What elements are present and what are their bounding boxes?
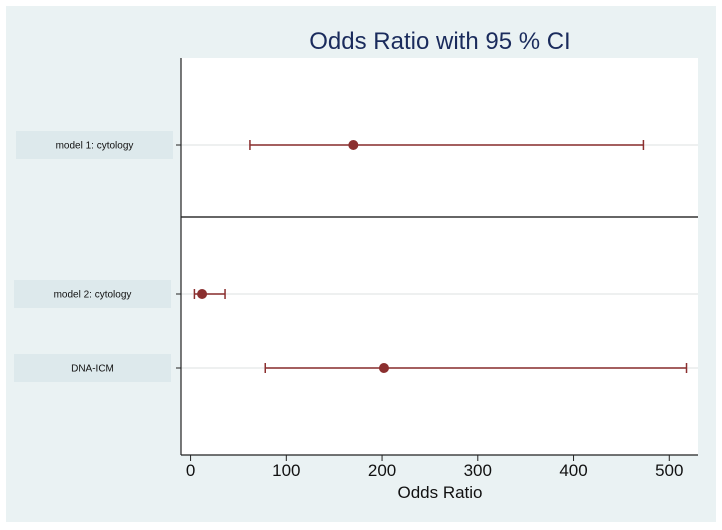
x-axis-ticks: 0 100 200 300 400 500 [186,455,683,480]
odds-ratio-point [197,289,208,299]
x-axis-title: Odds Ratio [397,483,482,502]
x-tick-label: 0 [186,461,195,480]
x-tick-label: 500 [655,461,683,480]
x-tick-label: 100 [272,461,300,480]
plot-area [181,58,698,455]
category-label: model 1: cytology [56,141,134,152]
x-tick-label: 300 [464,461,492,480]
odds-ratio-point [378,363,389,373]
chart-marks [176,140,698,373]
chart-title: Odds Ratio with 95 % CI [309,28,570,55]
x-tick-label: 400 [559,461,587,480]
category-label-box [14,280,171,308]
category-label: model 2: cytology [54,290,132,301]
category-label: DNA-ICM [71,364,114,375]
odds-ratio-point [348,140,359,150]
category-label-box [14,354,171,382]
x-tick-label: 200 [368,461,396,480]
category-labels: model 1: cytology model 2: cytology DNA-IC… [14,131,173,382]
category-label-box [16,131,173,159]
